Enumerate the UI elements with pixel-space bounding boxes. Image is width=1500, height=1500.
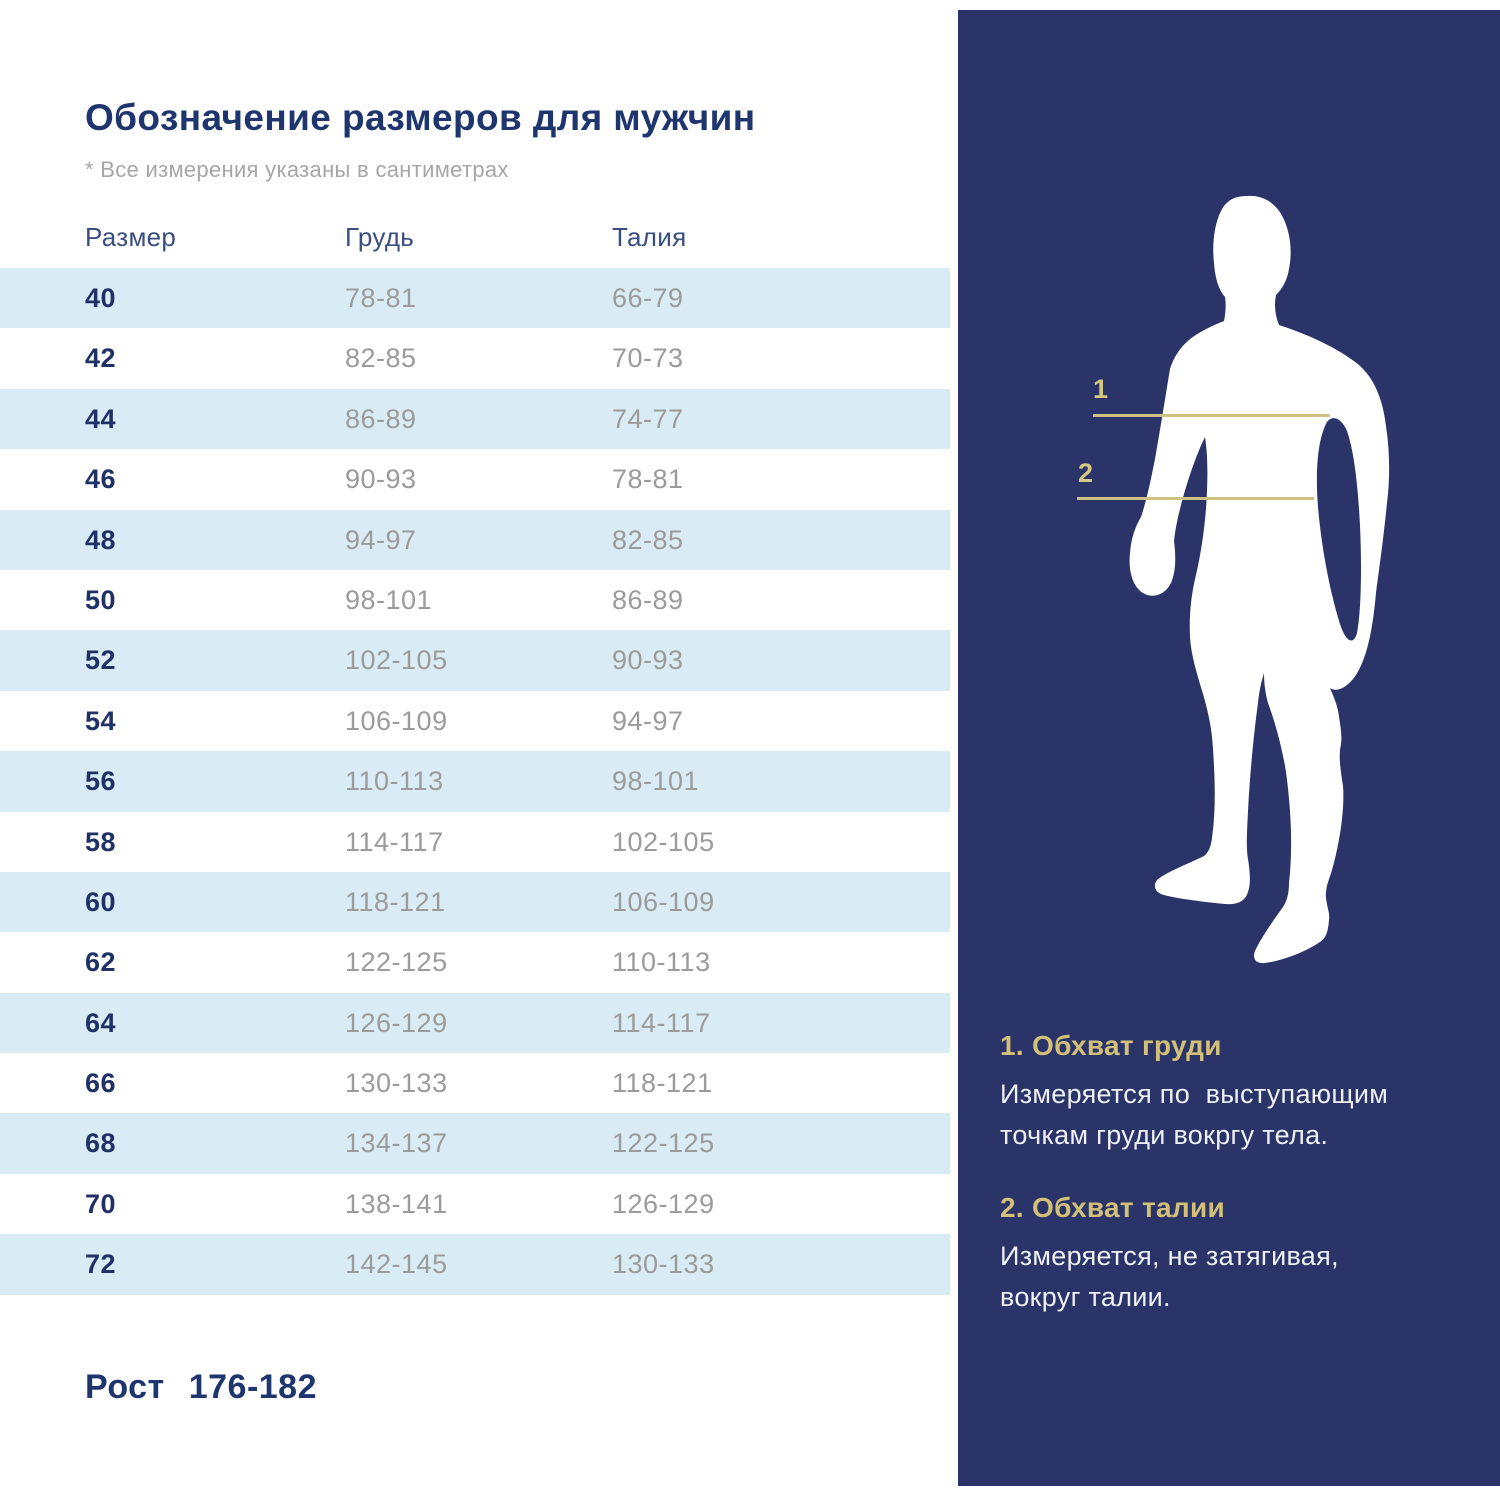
row-waist-value: 102-105	[612, 826, 715, 857]
row-waist-value: 78-81	[612, 464, 684, 495]
row-chest-value: 118-121	[345, 886, 446, 917]
table-row: 40 78-81 66-79	[0, 268, 950, 329]
table-row: 68 134-137 122-125	[0, 1113, 950, 1174]
row-waist-value: 94-97	[612, 705, 684, 736]
row-size-value: 70	[85, 1188, 117, 1219]
row-size-value: 58	[85, 826, 117, 857]
header-waist: Талия	[612, 222, 687, 252]
row-size-value: 60	[85, 886, 117, 917]
table-row: 64 126-129 114-117	[0, 992, 950, 1054]
table-row: 58 114-117 102-105	[0, 811, 950, 872]
table-row: 44 86-89 74-77	[0, 388, 950, 450]
row-waist-value: 126-129	[612, 1188, 715, 1219]
row-size-value: 44	[85, 403, 117, 434]
page-title: Обозначение размеров для мужчин	[85, 97, 756, 138]
table-row: 60 118-121 106-109	[0, 871, 950, 933]
row-size-value: 62	[85, 947, 117, 978]
row-size-value: 42	[85, 343, 117, 374]
height-value: 176-182	[188, 1368, 317, 1406]
table-row: 54 106-109 94-97	[0, 690, 950, 752]
row-chest-value: 90-93	[345, 464, 417, 495]
row-chest-value: 102-105	[345, 645, 448, 676]
row-waist-value: 90-93	[612, 645, 684, 676]
measurement-panel: 1 2 1. Обхват груди Измеряется по выступ…	[958, 10, 1500, 1486]
man-silhouette	[1129, 195, 1390, 964]
row-waist-value: 106-109	[612, 886, 715, 917]
row-chest-value: 134-137	[345, 1128, 448, 1159]
row-chest-value: 126-129	[345, 1007, 448, 1038]
header-chest: Грудь	[345, 222, 415, 252]
table-row: 66 130-133 118-121	[0, 1053, 950, 1114]
row-size-value: 72	[85, 1249, 117, 1280]
row-size-value: 56	[85, 766, 117, 797]
row-waist-value: 74-77	[612, 403, 684, 434]
row-chest-value: 106-109	[345, 705, 448, 736]
table-row: 62 122-125 110-113	[0, 932, 950, 993]
row-chest-value: 94-97	[345, 524, 417, 555]
table-row: 56 110-113 98-101	[0, 751, 950, 812]
row-waist-value: 110-113	[612, 947, 711, 978]
height-note: Рост 176-182	[85, 1368, 317, 1407]
row-size-value: 52	[85, 645, 117, 676]
table-header-row: Размер Грудь Талия	[0, 222, 950, 254]
table-row: 70 138-141 126-129	[0, 1173, 950, 1235]
row-size-value: 66	[85, 1068, 117, 1099]
table-row: 52 102-105 90-93	[0, 630, 950, 691]
table-row: 50 98-101 86-89	[0, 569, 950, 631]
row-chest-value: 86-89	[345, 403, 417, 434]
size-table-rows: 40 78-81 66-79 42 82-85 70-73 44 86-89 74-77 46 90…	[0, 268, 950, 1295]
row-chest-value: 114-117	[345, 826, 444, 857]
row-size-value: 68	[85, 1128, 117, 1159]
row-waist-value: 130-133	[612, 1249, 715, 1280]
row-size-value: 40	[85, 283, 117, 313]
row-waist-value: 82-85	[612, 524, 684, 555]
row-waist-value: 86-89	[612, 584, 684, 615]
row-waist-value: 98-101	[612, 766, 700, 797]
waist-measure-line	[1077, 497, 1314, 500]
table-row: 72 142-145 130-133	[0, 1234, 950, 1295]
row-chest-value: 130-133	[345, 1068, 448, 1099]
chest-note-title: 1. Обхват груди	[1000, 1030, 1222, 1061]
table-row: 42 82-85 70-73	[0, 328, 950, 389]
row-size-value: 64	[85, 1007, 117, 1038]
units-note: * Все измерения указаны в сантиметрах	[85, 157, 509, 182]
chest-measure-line	[1093, 414, 1330, 417]
row-size-value: 46	[85, 464, 117, 495]
chest-marker-label: 1	[1093, 374, 1109, 404]
table-row: 46 90-93 78-81	[0, 449, 950, 510]
waist-marker-label: 2	[1078, 458, 1094, 488]
row-size-value: 48	[85, 524, 117, 555]
row-waist-value: 118-121	[612, 1068, 713, 1099]
row-size-value: 54	[85, 705, 117, 736]
row-chest-value: 98-101	[345, 584, 433, 615]
height-label: Рост	[85, 1368, 165, 1406]
row-chest-value: 138-141	[345, 1188, 448, 1219]
row-chest-value: 78-81	[345, 283, 417, 313]
header-size: Размер	[85, 222, 177, 252]
row-waist-value: 66-79	[612, 283, 684, 313]
waist-note-text: Измеряется, не затягивая, вокруг талии.	[1000, 1241, 1339, 1312]
row-size-value: 50	[85, 584, 117, 615]
row-chest-value: 110-113	[345, 766, 444, 797]
waist-note-title: 2. Обхват талии	[1000, 1192, 1225, 1223]
chest-note-text: Измеряется по выступающим точкам груди в…	[1000, 1079, 1389, 1150]
measurement-notes: 1. Обхват груди Измеряется по выступающи…	[1000, 1030, 1462, 1354]
row-chest-value: 142-145	[345, 1249, 448, 1280]
table-row: 48 94-97 82-85	[0, 509, 950, 570]
row-waist-value: 114-117	[612, 1007, 711, 1038]
row-chest-value: 122-125	[345, 947, 448, 978]
row-chest-value: 82-85	[345, 343, 417, 374]
row-waist-value: 70-73	[612, 343, 684, 374]
row-waist-value: 122-125	[612, 1128, 715, 1159]
